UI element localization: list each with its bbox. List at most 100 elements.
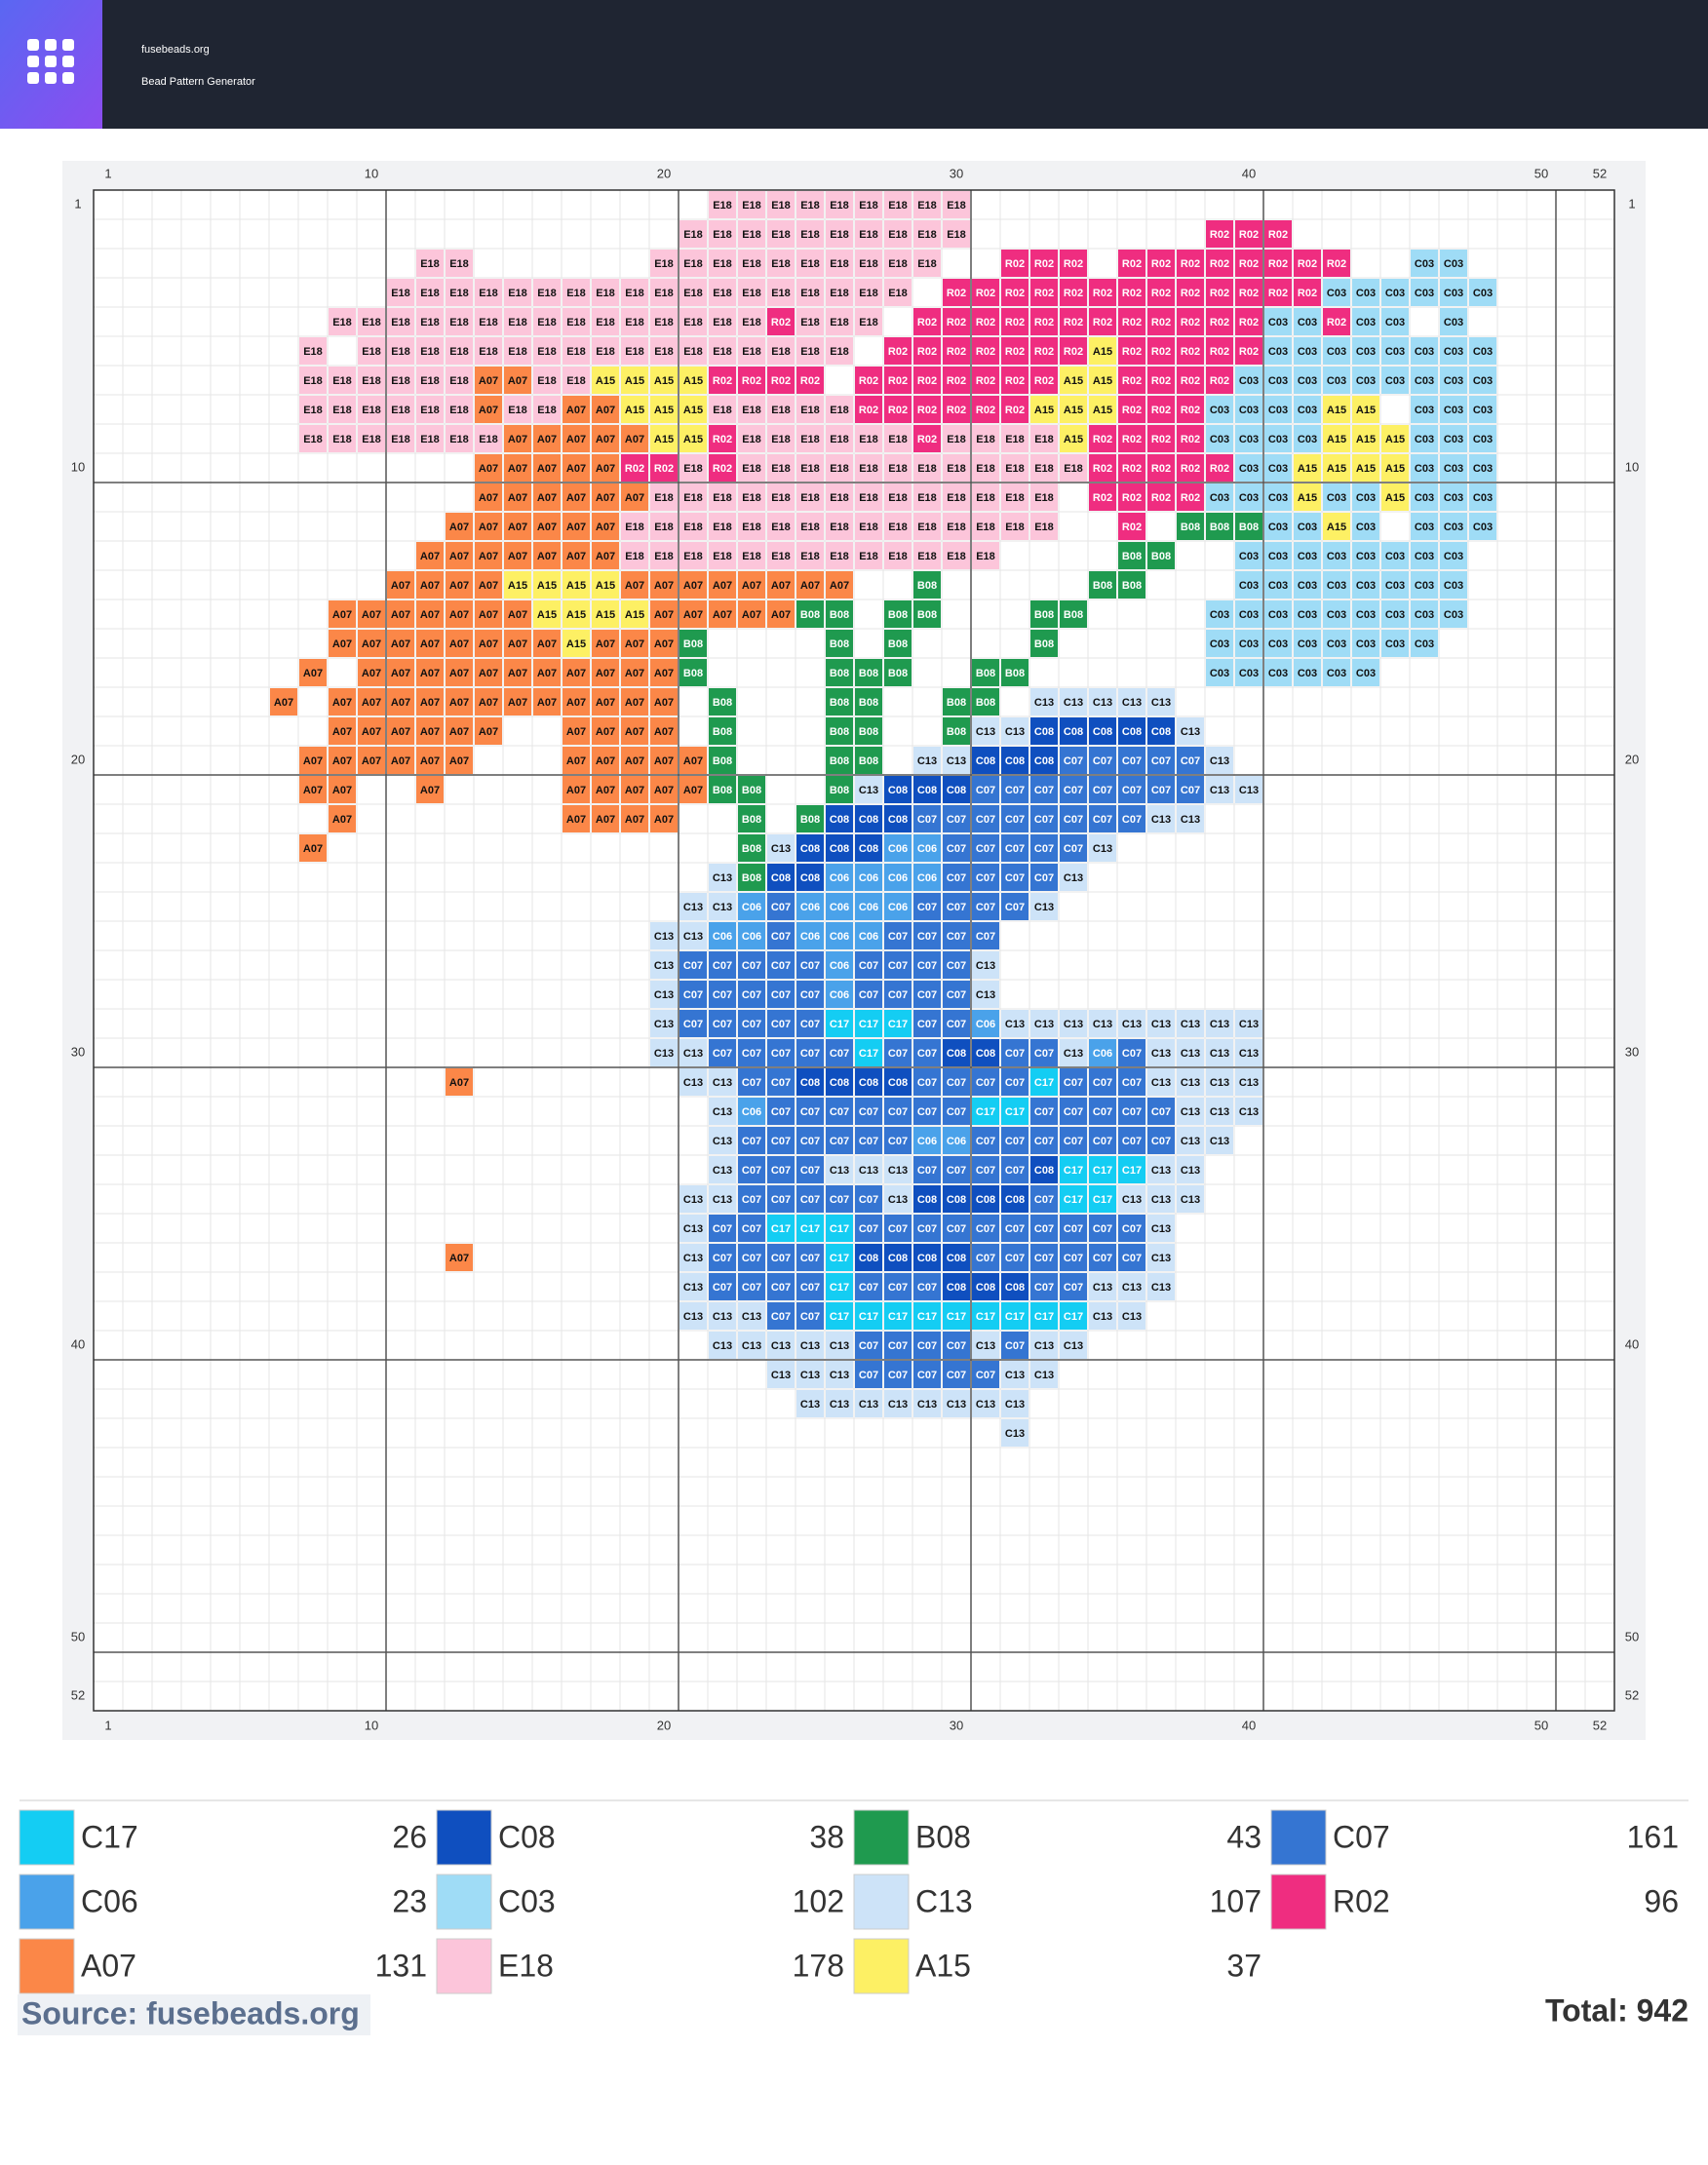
bead-code: C13 bbox=[1151, 1194, 1171, 1206]
bead bbox=[1411, 454, 1438, 482]
bead-code: C13 bbox=[742, 1340, 761, 1352]
bead-code: R02 bbox=[713, 434, 732, 445]
bead-code: R02 bbox=[859, 405, 878, 416]
bead-code: C17 bbox=[1093, 1165, 1112, 1177]
bead bbox=[1001, 834, 1029, 862]
bead-code: C13 bbox=[713, 1106, 732, 1118]
bead-code: C07 bbox=[1122, 1106, 1142, 1118]
bead-code: C07 bbox=[917, 814, 937, 826]
bead-code: A07 bbox=[479, 697, 498, 709]
bead bbox=[416, 688, 444, 715]
row-label: 20 bbox=[1625, 752, 1639, 766]
legend-code: C08 bbox=[498, 1819, 556, 1854]
bead-code: C07 bbox=[830, 1194, 849, 1206]
row-label: 30 bbox=[1625, 1044, 1639, 1059]
bead-code: E18 bbox=[947, 522, 966, 533]
bead bbox=[1264, 571, 1292, 599]
bead bbox=[446, 717, 473, 745]
bead-code: C13 bbox=[1122, 1194, 1142, 1206]
bead-code: C07 bbox=[1005, 814, 1025, 826]
bead bbox=[592, 571, 619, 599]
bead bbox=[1206, 630, 1233, 657]
bead-code: E18 bbox=[771, 200, 791, 212]
bead-code: E18 bbox=[800, 522, 820, 533]
bead-code: E18 bbox=[625, 551, 644, 562]
bead bbox=[533, 308, 561, 335]
bead bbox=[1001, 776, 1029, 803]
bead-code: E18 bbox=[917, 522, 937, 533]
bead-code: B08 bbox=[976, 697, 995, 709]
bead-code: E18 bbox=[683, 229, 703, 241]
bead bbox=[796, 513, 824, 540]
bead-code: E18 bbox=[362, 405, 381, 416]
bead-code: C07 bbox=[742, 960, 761, 972]
bead bbox=[621, 600, 648, 628]
bead bbox=[1118, 308, 1145, 335]
bead-code: A07 bbox=[625, 668, 644, 679]
bead-code: A07 bbox=[566, 405, 586, 416]
bead bbox=[884, 454, 912, 482]
bead bbox=[943, 542, 970, 569]
bead-code: C06 bbox=[830, 931, 849, 943]
bead-code: C03 bbox=[1327, 375, 1346, 387]
bead bbox=[884, 542, 912, 569]
bead-code: E18 bbox=[391, 405, 410, 416]
bead-code: C13 bbox=[1181, 1106, 1200, 1118]
bead-code: E18 bbox=[917, 229, 937, 241]
bead-code: A07 bbox=[508, 668, 527, 679]
bead-code: C17 bbox=[1093, 1194, 1112, 1206]
bead bbox=[796, 396, 824, 423]
bead bbox=[679, 220, 707, 248]
bead bbox=[1001, 483, 1029, 511]
bead-code: R02 bbox=[947, 346, 966, 358]
bead-code: C03 bbox=[1356, 317, 1376, 329]
bead bbox=[1177, 747, 1204, 774]
bead bbox=[1206, 367, 1233, 394]
bead-code: C13 bbox=[1034, 1019, 1054, 1030]
bead bbox=[1030, 279, 1058, 306]
bead-code: C13 bbox=[683, 1223, 703, 1235]
bead bbox=[972, 747, 999, 774]
bead bbox=[943, 308, 970, 335]
bead-code: A07 bbox=[508, 375, 527, 387]
bead bbox=[563, 542, 590, 569]
bead bbox=[709, 425, 736, 452]
bead-code: C07 bbox=[859, 1106, 878, 1118]
bead-code: E18 bbox=[1034, 463, 1054, 475]
bead bbox=[650, 513, 678, 540]
bead-code: C07 bbox=[888, 1048, 908, 1060]
bead bbox=[1264, 250, 1292, 277]
bead-code: E18 bbox=[830, 405, 849, 416]
bead bbox=[1352, 630, 1379, 657]
bead-code: E18 bbox=[362, 434, 381, 445]
bead-code: A07 bbox=[683, 755, 703, 767]
bead bbox=[1440, 513, 1467, 540]
bead-code: A15 bbox=[625, 405, 644, 416]
bead bbox=[621, 425, 648, 452]
bead bbox=[1469, 454, 1496, 482]
bead-code: C07 bbox=[713, 960, 732, 972]
bead-code: C07 bbox=[1064, 785, 1083, 796]
bead bbox=[650, 776, 678, 803]
bead bbox=[1060, 308, 1087, 335]
bead-code: E18 bbox=[332, 375, 352, 387]
bead-code: C07 bbox=[742, 1077, 761, 1089]
bead-code: C13 bbox=[1093, 697, 1112, 709]
bead-code: R02 bbox=[1151, 405, 1171, 416]
bead-code: C07 bbox=[917, 902, 937, 913]
bead bbox=[1060, 337, 1087, 365]
bead-code: E18 bbox=[625, 346, 644, 358]
bead-code: E18 bbox=[449, 258, 469, 270]
bead-code: E18 bbox=[391, 434, 410, 445]
bead-code: A07 bbox=[566, 492, 586, 504]
bead-code: C17 bbox=[1005, 1106, 1025, 1118]
bead-code: E18 bbox=[771, 258, 791, 270]
bead-code: R02 bbox=[1210, 375, 1229, 387]
bead-code: C03 bbox=[1268, 375, 1288, 387]
bead-code: C07 bbox=[888, 1282, 908, 1294]
bead bbox=[650, 630, 678, 657]
bead-code: C07 bbox=[976, 1370, 995, 1381]
site-name[interactable]: fusebeads.org bbox=[141, 44, 210, 56]
bead-code: E18 bbox=[888, 288, 908, 299]
bead bbox=[767, 308, 795, 335]
